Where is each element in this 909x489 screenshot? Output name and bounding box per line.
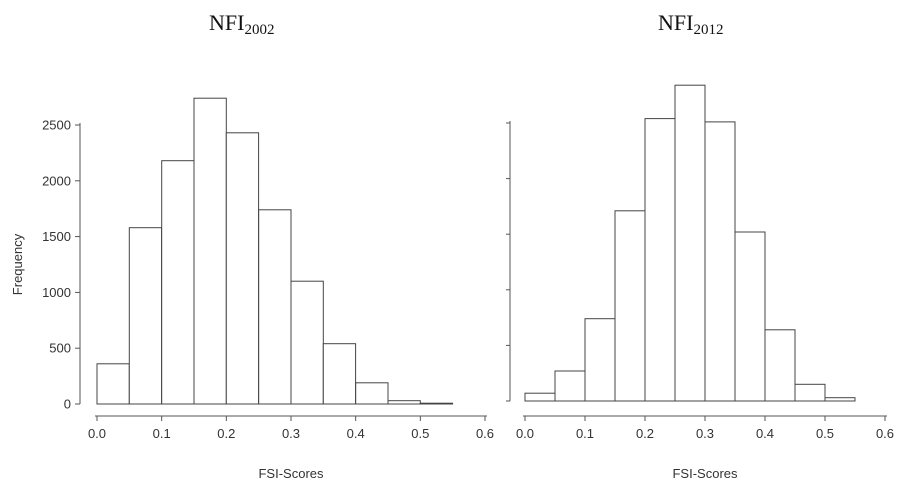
histogram-bar [355,382,389,405]
histogram-bar [764,329,796,402]
x-tick-label: 0.5 [816,426,834,441]
histogram-bar [161,160,195,405]
x-tick-label: 0.5 [411,426,429,441]
histogram-bar [225,132,260,405]
x-tick-label: 0.4 [347,426,365,441]
x-tick-label: 0.4 [756,426,774,441]
histogram-bar [193,97,227,405]
histogram-bar [734,231,766,402]
histogram-bar [704,121,736,402]
x-tick-label: 0.6 [476,426,494,441]
histogram-bar [419,402,454,405]
chart-title-nfi2002: NFI2002 [209,10,274,39]
y-axis-label: Frequency [10,233,25,295]
histogram-bar [387,400,421,405]
x-axis-label: FSI-Scores [672,466,738,481]
y-tick-label: 500 [49,341,71,356]
x-tick-label: 0.0 [516,426,534,441]
chart-title-subscript: 2002 [244,22,275,38]
histogram-bar [554,370,586,402]
histogram-bar [794,383,826,402]
x-tick-label: 0.0 [88,426,106,441]
y-tick-label: 2000 [42,173,71,188]
histogram-bar [584,318,616,402]
x-tick-label: 0.2 [217,426,235,441]
histogram-bar [824,397,856,402]
chart-title-nfi2012: NFI2012 [658,10,723,39]
histogram-bar [644,118,676,402]
histogram-bar [128,227,163,405]
chart-title-text: NFI [209,10,245,35]
y-tick-label: 0 [64,397,71,412]
x-axis-label: FSI-Scores [258,466,324,481]
x-tick-label: 0.1 [576,426,594,441]
histogram-bar [674,84,706,402]
histogram-bar [290,280,324,405]
x-tick-label: 0.1 [153,426,171,441]
histogram-bar [524,392,556,402]
y-tick-label: 2500 [42,118,71,133]
chart-title-text: NFI [658,10,694,35]
histogram-bar [96,363,130,405]
x-tick-label: 0.3 [696,426,714,441]
histogram-bar [258,209,292,405]
y-tick-label: 1000 [42,285,71,300]
x-tick-label: 0.3 [282,426,300,441]
y-tick-label: 1500 [42,229,71,244]
histogram-bar [322,343,357,405]
histogram-bar [614,210,646,402]
chart-title-subscript: 2012 [693,22,724,38]
x-tick-label: 0.6 [876,426,894,441]
x-tick-label: 0.2 [636,426,654,441]
